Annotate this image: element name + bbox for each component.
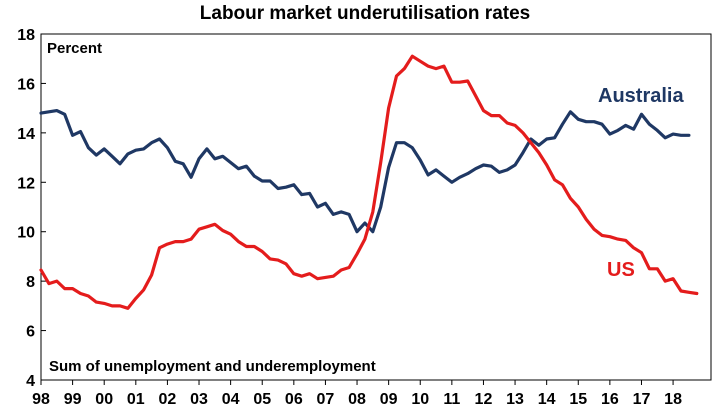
x-tick-label: 03 (190, 391, 208, 408)
x-tick-label: 11 (443, 391, 460, 408)
y-tick-label: 16 (17, 76, 35, 93)
chart-title: Labour market underutilisation rates (200, 3, 530, 24)
x-tick-label: 16 (601, 391, 619, 408)
y-axis-label: Percent (47, 40, 102, 57)
x-tick-label: 14 (538, 391, 556, 408)
x-tick-label: 04 (222, 391, 240, 408)
y-tick-label: 18 (17, 27, 35, 44)
y-tick-label: 10 (17, 225, 35, 242)
x-tick-label: 18 (664, 391, 682, 408)
y-tick-label: 14 (17, 126, 35, 143)
x-tick-label: 00 (95, 391, 113, 408)
y-tick-label: 8 (26, 274, 35, 291)
series-line-australia (39, 108, 691, 234)
series-label-australia: Australia (598, 85, 684, 107)
plot-area-border (40, 33, 712, 381)
x-tick-label: 08 (348, 391, 366, 408)
x-tick-label: 09 (380, 391, 398, 408)
x-tick-label: 99 (64, 391, 82, 408)
series-label-us: US (607, 259, 635, 281)
y-axis: 4 6 8 10 12 14 16 18 (17, 27, 46, 390)
x-tick-label: 07 (317, 391, 335, 408)
x-axis: 98 99 00 01 02 03 04 05 06 07 08 09 10 11 12 13 14 15 16 17… (32, 380, 682, 408)
plot-frame (40, 33, 712, 381)
x-tick-label: 06 (285, 391, 303, 408)
x-tick-label: 17 (633, 391, 651, 408)
x-tick-label: 15 (569, 391, 587, 408)
series-lines (39, 54, 699, 310)
x-tick-label: 10 (411, 391, 429, 408)
x-tick-label: 13 (506, 391, 524, 408)
y-tick-label: 4 (26, 373, 35, 390)
y-tick-label: 12 (17, 175, 35, 192)
x-tick-label: 98 (32, 391, 50, 408)
x-tick-label: 05 (253, 391, 271, 408)
x-tick-label: 02 (159, 391, 177, 408)
series-line-us (39, 54, 699, 310)
x-tick-label: 01 (127, 391, 145, 408)
y-tick-label: 6 (26, 324, 35, 341)
x-tick-label: 12 (475, 391, 493, 408)
chart-annotation: Sum of unemployment and underemployment (49, 358, 376, 375)
